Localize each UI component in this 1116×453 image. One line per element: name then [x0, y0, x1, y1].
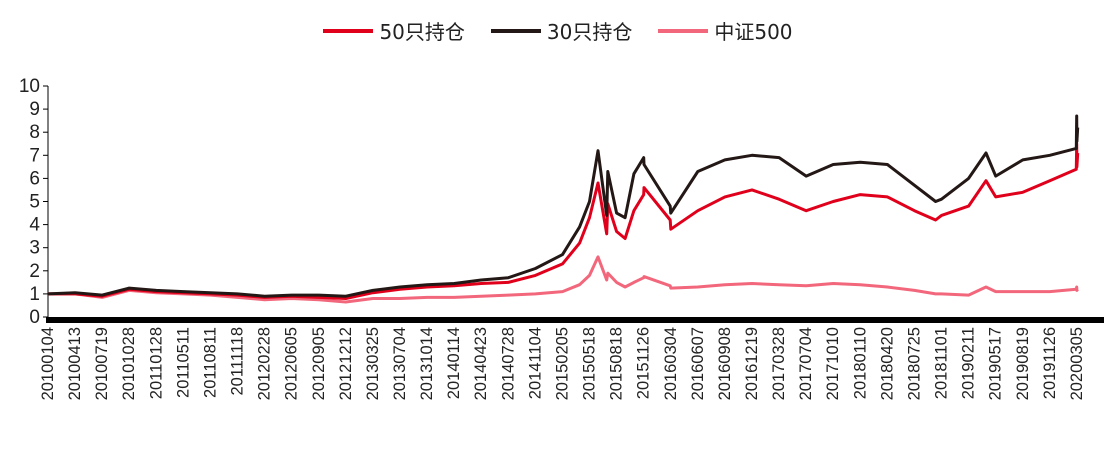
x-tick-label: 20121212	[337, 327, 355, 400]
chart-legend: 50只持仓 30只持仓 中证500	[0, 16, 1116, 45]
y-tick-label: 8	[29, 122, 40, 143]
legend-label-30-holdings: 30只持仓	[546, 20, 633, 44]
x-tick-label: 20110128	[147, 327, 165, 399]
x-tick-label: 20100413	[66, 327, 84, 400]
x-tick-label: 20130325	[364, 327, 382, 400]
x-tick-label: 20160607	[689, 327, 707, 400]
y-tick-label: 6	[29, 168, 40, 189]
x-tick-label: 20110811	[201, 327, 219, 398]
x-tick-label: 20130704	[391, 327, 409, 400]
plot-area	[47, 114, 1080, 304]
legend-swatch-50-holdings	[323, 28, 374, 33]
x-tick-label: 20140423	[472, 327, 490, 400]
x-tick-label: 20100104	[39, 327, 57, 400]
x-tick-label: 20151126	[635, 327, 653, 399]
y-tick-label: 0	[29, 307, 40, 328]
x-tick-label: 20160304	[662, 327, 680, 400]
x-tick-label: 20161219	[743, 327, 761, 400]
y-tick-label: 1	[29, 284, 40, 305]
x-tick-label: 20180420	[878, 327, 896, 400]
x-tick-label: 20140114	[445, 327, 463, 399]
x-tick-label: 20190517	[987, 327, 1005, 400]
series-line-1	[47, 114, 1080, 298]
x-tick-label: 20180110	[851, 327, 869, 399]
x-tick-label: 20180725	[905, 327, 923, 400]
x-tick-label: 20170328	[770, 327, 788, 400]
series-line-2	[48, 255, 1079, 304]
x-tick-label: 20200305	[1068, 327, 1086, 400]
y-tick-label: 4	[29, 215, 40, 236]
x-tick-label: 20150205	[553, 327, 571, 400]
x-axis-line	[46, 317, 1104, 323]
y-tick-label: 10	[19, 76, 40, 97]
x-tick-label: 20181101	[933, 327, 951, 399]
x-axis: 20100104 20100413 20100719 20101028 20110128…	[39, 317, 1104, 400]
x-tick-label: 20171010	[824, 327, 842, 400]
x-tick-label: 20111118	[229, 327, 247, 396]
y-tick-label: 7	[29, 145, 40, 166]
legend-item-csi500: 中证500	[658, 16, 793, 45]
legend-label-50-holdings: 50只持仓	[379, 20, 465, 44]
legend-label-csi500: 中证500	[714, 20, 793, 44]
y-tick-label: 3	[29, 238, 40, 259]
legend-swatch-csi500	[658, 28, 709, 33]
x-tick-label: 20190211	[960, 327, 978, 399]
x-tick-label: 20170704	[797, 327, 815, 400]
x-tick-label: 20160908	[716, 327, 734, 400]
legend-swatch-30-holdings	[490, 28, 541, 33]
x-tick-label: 20110511	[174, 327, 192, 398]
x-tick-label: 20120605	[283, 327, 301, 400]
x-tick-label: 20191126	[1041, 327, 1059, 399]
y-tick-label: 2	[29, 261, 40, 282]
y-tick-label: 5	[29, 192, 40, 213]
x-tick-label: 20101028	[120, 327, 138, 400]
x-tick-label: 20190819	[1014, 327, 1032, 400]
series-line-0	[48, 142, 1080, 300]
x-tick-label: 20150518	[581, 327, 599, 400]
x-tick-label: 20140728	[499, 327, 517, 400]
y-tick-label: 9	[29, 99, 40, 120]
legend-item-50-holdings: 50只持仓	[323, 16, 465, 45]
x-tick-label: 20150818	[608, 327, 626, 400]
legend-item-30-holdings: 30只持仓	[490, 16, 633, 45]
x-tick-label: 20131014	[418, 327, 436, 400]
x-tick-label: 20120228	[256, 327, 274, 400]
x-tick-label: 20100719	[93, 327, 111, 400]
x-tick-label: 20141104	[526, 327, 544, 399]
x-tick-label: 20120905	[310, 327, 328, 400]
